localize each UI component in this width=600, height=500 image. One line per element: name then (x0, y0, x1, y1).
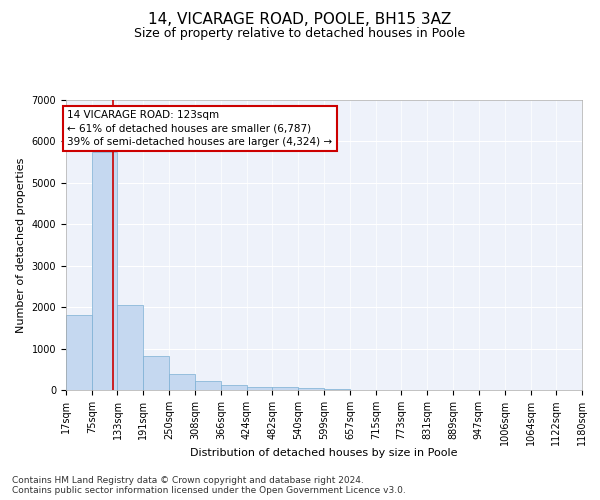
Text: 14, VICARAGE ROAD, POOLE, BH15 3AZ: 14, VICARAGE ROAD, POOLE, BH15 3AZ (148, 12, 452, 28)
Bar (272, 387, 298, 390)
Bar (92, 152, 118, 390)
Text: Contains HM Land Registry data © Crown copyright and database right 2024.
Contai: Contains HM Land Registry data © Crown c… (12, 476, 406, 495)
Bar (118, 305, 143, 390)
Bar (221, 385, 247, 390)
Bar (195, 381, 221, 390)
Text: 14 VICARAGE ROAD: 123sqm
← 61% of detached houses are smaller (6,787)
39% of sem: 14 VICARAGE ROAD: 123sqm ← 61% of detach… (67, 110, 332, 147)
Bar (143, 356, 169, 390)
Text: Size of property relative to detached houses in Poole: Size of property relative to detached ho… (134, 28, 466, 40)
Bar (298, 388, 324, 390)
Bar (247, 387, 272, 390)
X-axis label: Distribution of detached houses by size in Poole: Distribution of detached houses by size … (190, 448, 458, 458)
Bar (169, 374, 195, 390)
Bar (324, 389, 350, 390)
Bar (66, 316, 92, 390)
Y-axis label: Number of detached properties: Number of detached properties (16, 158, 26, 332)
